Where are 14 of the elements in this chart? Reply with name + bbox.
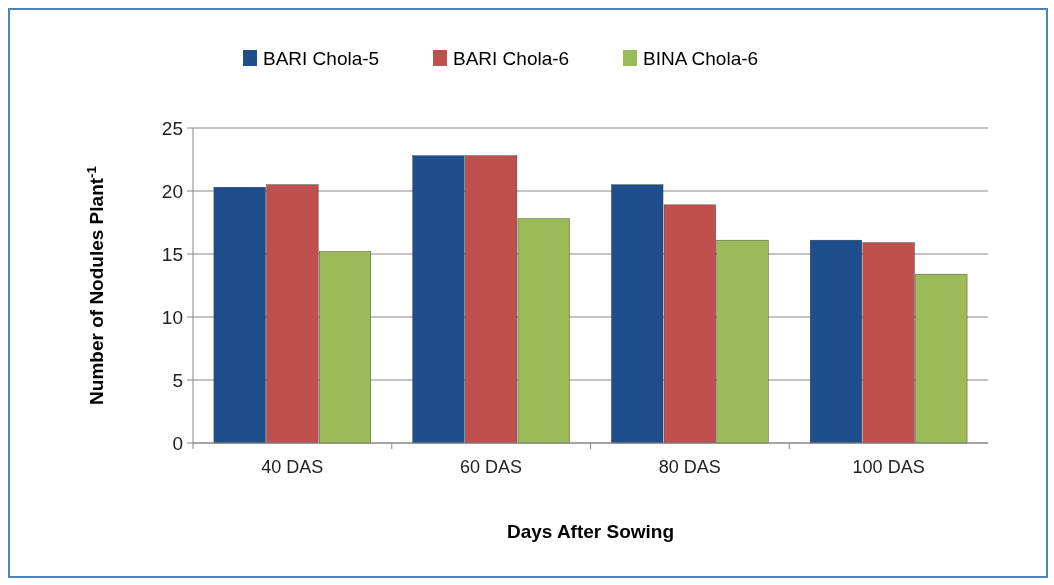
- y-tick-label: 25: [161, 117, 183, 139]
- x-tick-label: 80 DAS: [658, 457, 721, 477]
- x-tick-label: 100 DAS: [852, 457, 925, 477]
- y-tick-label: 10: [161, 306, 183, 328]
- y-tick-label: 5: [172, 369, 183, 391]
- y-tick-label: 20: [161, 180, 183, 202]
- y-tick-label: 0: [172, 432, 183, 454]
- x-tick-label: 60 DAS: [460, 457, 523, 477]
- legend-label: BARI Chola-5: [263, 47, 380, 69]
- legend-label: BARI Chola-6: [453, 47, 570, 69]
- legend-label: BINA Chola-6: [643, 47, 759, 69]
- x-tick-label: 40 DAS: [261, 457, 324, 477]
- x-axis-title: Days After Sowing: [506, 521, 675, 542]
- y-tick-label: 15: [161, 243, 183, 265]
